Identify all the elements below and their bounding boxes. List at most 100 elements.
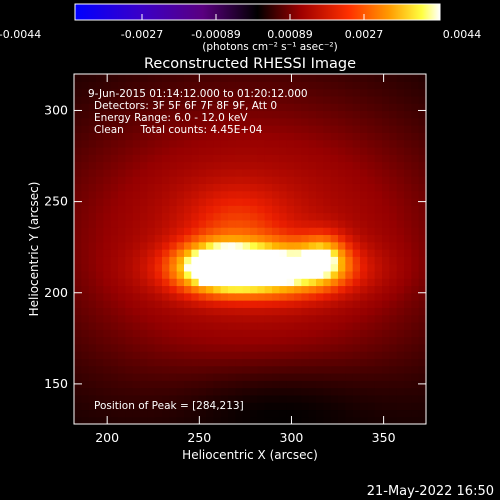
heatmap-cell [301,197,310,206]
heatmap-cell [81,110,90,119]
heatmap-cell [140,139,148,148]
heatmap-cell [396,365,405,374]
heatmap-cell [125,329,134,338]
heatmap-cell [330,351,339,359]
heatmap-cell [250,117,258,126]
heatmap-cell [382,95,390,104]
heatmap-cell [264,161,273,170]
heatmap-cell [132,132,141,141]
heatmap-cell [279,168,288,177]
heatmap-cell [308,329,317,338]
heatmap-cell [81,103,90,112]
heatmap-cell [140,387,148,396]
heatmap-cell [382,205,390,214]
heatmap-cell [389,416,398,425]
heatmap-cell [352,95,361,104]
heatmap-cell [308,336,317,345]
heatmap-cell [74,132,82,141]
heatmap [74,74,427,425]
heatmap-cell [323,219,332,228]
heatmap-cell [316,234,324,243]
heatmap-cell [308,125,317,133]
heatmap-cell [352,190,361,199]
heatmap-cell [110,409,119,418]
heatmap-cell [286,110,295,119]
heatmap-cell [235,139,244,148]
heatmap-cell [264,263,273,272]
heatmap-cell [110,402,119,411]
heatmap-cell [279,139,288,148]
heatmap-cell [389,103,398,112]
heatmap-cell [74,190,82,199]
plot-frame [73,73,427,425]
heatmap-cell [264,351,273,359]
heatmap-cell [88,125,97,133]
heatmap-cell [147,88,156,97]
heatmap-cell [125,300,134,308]
chart-title: Reconstructed RHESSI Image [144,56,356,72]
heatmap-cell [125,241,134,250]
heatmap-cell [330,176,339,184]
heatmap-cell [103,380,112,389]
heatmap-cell [411,372,420,381]
heatmap-cell [316,183,324,192]
heatmap-cell [264,278,273,287]
heatmap-cell [301,256,310,265]
heatmap-cell [257,117,266,126]
heatmap-cell [242,139,251,148]
heatmap-cell [220,380,229,389]
heatmap-cell [286,103,295,112]
heatmap-cell [367,95,376,104]
heatmap-cell [286,343,295,352]
heatmap-cell [96,285,104,294]
heatmap-cell [162,95,170,104]
heatmap-cell [140,81,148,90]
heatmap-cell [235,212,244,221]
heatmap-cell [147,219,156,228]
heatmap-cell [140,110,148,119]
heatmap-cell [206,219,214,228]
heatmap-cell [257,387,266,396]
heatmap-cell [96,402,104,411]
heatmap-cell [191,372,200,381]
heatmap-cell [81,154,90,163]
heatmap-cell [360,176,368,184]
colorbar-gradient [74,3,441,21]
heatmap-cell [272,387,280,396]
heatmap-cell [96,263,104,272]
heatmap-cell [382,117,390,126]
heatmap-cell [257,351,266,359]
heatmap-cell [316,307,324,316]
heatmap-cell [250,270,258,279]
heatmap-cell [323,314,332,323]
heatmap-cell [382,176,390,184]
heatmap-cell [360,88,368,97]
heatmap-cell [154,241,163,250]
heatmap-cell [103,125,112,133]
heatmap-cell [264,212,273,221]
heatmap-cell [191,139,200,148]
heatmap-cell [382,336,390,345]
heatmap-cell [213,212,222,221]
heatmap-cell [382,387,390,396]
heatmap-cell [220,321,229,330]
heatmap-cell [323,103,332,112]
heatmap-cell [154,88,163,97]
heatmap-cell [147,321,156,330]
heatmap-cell [88,234,97,243]
heatmap-cell [132,168,141,177]
heatmap-cell [316,358,324,367]
heatmap-cell [367,117,376,126]
heatmap-cell [316,132,324,141]
heatmap-cell [294,343,302,352]
heatmap-cell [330,234,339,243]
heatmap-cell [176,278,185,287]
heatmap-cell [103,219,112,228]
heatmap-cell [176,103,185,112]
heatmap-cell [352,146,361,155]
heatmap-cell [228,372,236,381]
heatmap-cell [264,270,273,279]
heatmap-cell [176,146,185,155]
heatmap-cell [176,161,185,170]
heatmap-cell [301,263,310,272]
